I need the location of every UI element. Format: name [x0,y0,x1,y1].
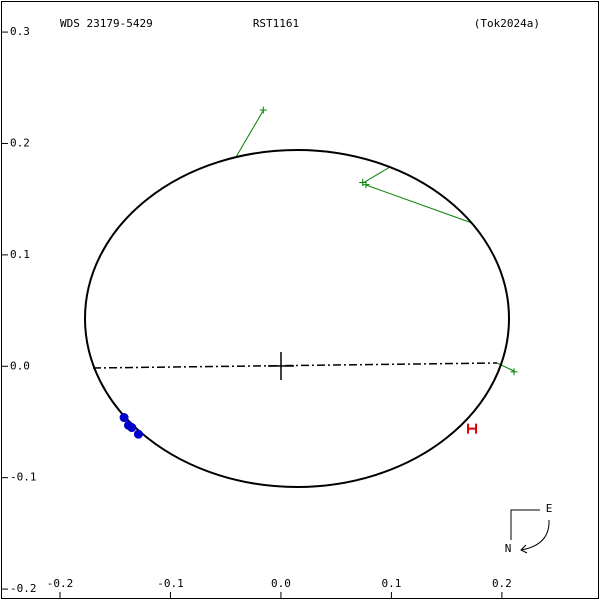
residual-line [496,362,515,372]
orbit [84,149,510,488]
measure-dot [119,413,129,423]
measure-plus [259,106,267,114]
y-tick-label: 0.1 [10,248,30,261]
measure-plus [510,368,518,376]
y-tick-label: 0.2 [10,136,30,149]
compass-east: E [546,502,553,515]
y-tick-label: -0.2 [10,582,37,595]
measure-dot [127,423,137,433]
line-of-nodes [92,362,498,369]
x-tick-label: -0.2 [47,577,74,590]
residual-line [235,110,264,158]
x-tick-label: 0.1 [381,577,401,590]
measure-dot [133,429,143,439]
chart-title: RST1161 [253,17,299,30]
compass-north: N [505,542,512,555]
residual-line [362,166,391,184]
system-id: WDS 23179-5429 [60,17,153,30]
measure-plus [362,181,370,189]
x-tick-label: 0.0 [271,577,291,590]
residuals [235,110,515,372]
compass-arrow [520,519,550,551]
compass [510,509,550,554]
x-tick-label: -0.1 [157,577,184,590]
reference: (Tok2024a) [474,17,540,30]
y-tick-label: 0.3 [10,25,30,38]
compass-axes [510,509,540,540]
residual-line [365,184,473,224]
compass-arrowhead [520,544,528,554]
y-tick-label: 0.0 [10,359,30,372]
measure-h [467,423,478,434]
x-tick-label: 0.2 [492,577,512,590]
y-tick-label: -0.1 [10,471,37,484]
